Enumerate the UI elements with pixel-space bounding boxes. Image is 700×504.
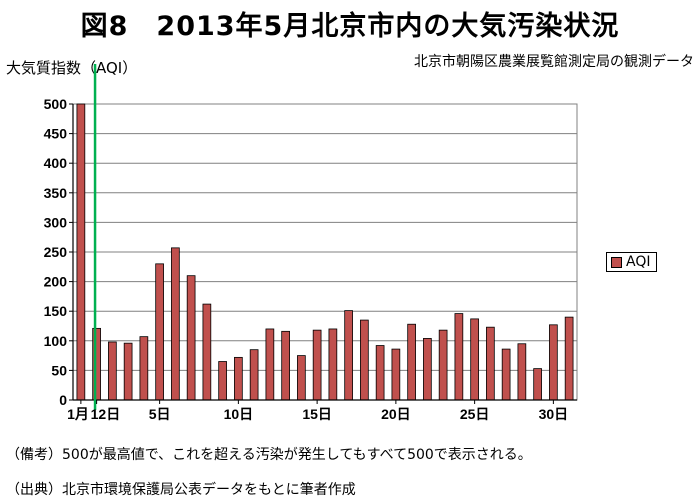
bar-day-12 [249,349,259,401]
footnote-source: （出典）北京市環境保護局公表データをもとに筆者作成 [6,482,356,498]
bar-day-6 [155,263,164,401]
bar-day-11 [234,356,243,401]
data-source-label: 北京市朝陽区農業展覧館測定局の観測データ [414,54,694,70]
y-axis-title: 大気質指数（AQI） [6,59,138,77]
bar-day-26 [470,318,479,401]
y-tick-label: 200 [44,274,68,290]
bar-day-32 [564,316,574,401]
x-tick-label: 10日 [224,406,254,422]
bar-day-21 [391,348,401,401]
bar-day-4 [123,342,133,401]
bar-day-20 [375,345,385,401]
bars [76,103,574,401]
bar-day-22 [407,323,416,401]
bar-day-5 [139,336,149,401]
y-tick-label: 150 [44,303,68,319]
bar-day-31 [549,324,558,401]
bar-day-1 [76,103,86,401]
bar-day-23 [423,338,432,401]
bar-day-18 [344,310,353,401]
y-tick-label: 0 [59,392,67,408]
bar-day-27 [486,326,495,401]
bar-day-25 [454,313,464,401]
bar-day-13 [265,328,275,401]
bar-day-28 [501,348,511,401]
bar-day-10 [218,361,227,401]
x-tick-label: 1月 [67,406,89,422]
y-tick-label: 100 [44,333,68,349]
y-tick-label: 500 [44,96,68,112]
bar-day-30 [533,368,542,401]
chart-legend: AQI [606,252,658,272]
bar-day-7 [171,247,180,401]
bar-day-24 [438,329,448,401]
bar-chart: 0 50 100 150 200 250 300 350 400 450 500 1月 12日 5日 10… [44,64,578,422]
y-tick-labels: 0 50 100 150 200 250 300 350 400 450 500 [44,96,68,408]
x-tick-labels: 1月 12日 5日 10日 15日 20日 25日 30日 [67,406,568,422]
bar-day-17 [328,328,338,401]
x-tick-label: 30日 [539,406,569,422]
footnote-remark: （備考）500が最高値で、これを超える汚染が発生してもすべて500で表示される。 [6,447,532,463]
bar-day-14 [281,330,290,401]
y-tick-label: 250 [44,244,68,260]
x-tick-label: 25日 [460,406,490,422]
bar-day-19 [360,319,369,401]
x-tick-label: 12日 [91,406,121,422]
x-tick-label: 15日 [302,406,332,422]
y-tick-label: 450 [44,126,68,142]
x-tick-label: 5日 [149,406,171,422]
bar-day-29 [517,343,527,401]
y-tick-label: 50 [51,362,67,378]
x-tick-label: 20日 [381,406,411,422]
y-tick-label: 350 [44,185,68,201]
axes [69,64,577,410]
bar-day-15 [297,355,306,401]
bar-day-16 [312,329,322,401]
grid-lines [72,103,578,401]
legend-swatch [611,256,622,268]
y-tick-label: 400 [44,155,68,171]
y-tick-label: 300 [44,214,68,230]
bar-day-9 [202,303,212,401]
bar-day-3 [108,341,117,401]
legend-label: AQI [626,254,651,270]
bar-day-8 [186,275,196,401]
page-title: 図8 2013年5月北京市内の大気汚染状況 [80,11,620,42]
